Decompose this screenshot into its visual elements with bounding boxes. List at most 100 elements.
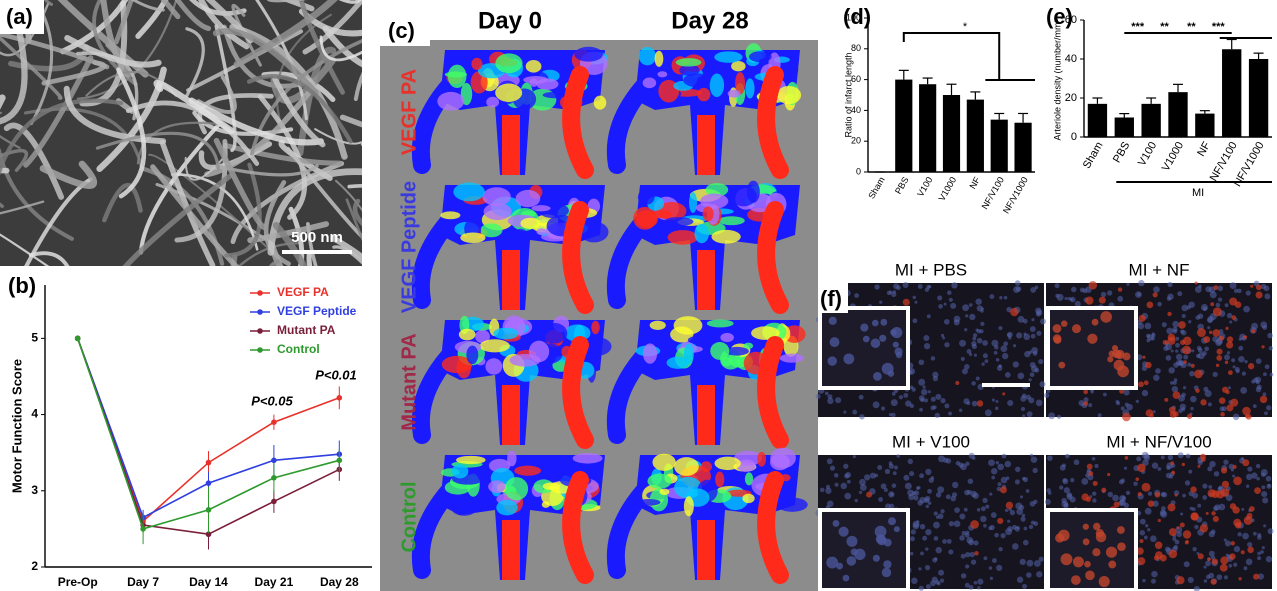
nucleus	[1194, 525, 1198, 529]
nucleus	[1218, 286, 1224, 292]
nucleus	[948, 549, 953, 554]
nucleus	[1202, 495, 1207, 500]
x-tick-label: Sham	[1081, 140, 1106, 171]
nucleus	[1124, 467, 1127, 470]
red-cell	[1211, 511, 1215, 515]
red-cell	[1249, 506, 1255, 512]
nucleus	[1015, 467, 1020, 472]
red-cell	[1220, 564, 1228, 572]
heat-spot	[638, 190, 655, 205]
red-cell	[1167, 312, 1171, 316]
nucleus	[1088, 403, 1092, 407]
y-tick-label: 5	[31, 331, 38, 345]
nucleus	[909, 471, 914, 476]
red-cell	[1212, 329, 1220, 337]
nucleus	[1180, 329, 1184, 333]
red-cell	[1182, 346, 1191, 355]
nucleus	[959, 409, 963, 413]
red-cell	[1241, 550, 1245, 554]
nucleus	[1166, 466, 1170, 470]
nucleus	[961, 573, 966, 578]
heat-spot	[594, 96, 607, 110]
nucleus	[1197, 504, 1201, 508]
nucleus	[1205, 560, 1211, 566]
heat-spot	[742, 494, 754, 504]
nucleus	[1225, 303, 1229, 307]
nucleus	[990, 577, 993, 580]
x-tick-label: NF	[967, 175, 982, 191]
heat-stem	[697, 385, 715, 445]
nucleus	[1167, 294, 1173, 300]
nucleus	[1265, 364, 1270, 369]
nucleus	[853, 455, 856, 458]
nucleus	[1023, 540, 1029, 546]
red-cell	[1256, 285, 1262, 291]
nucleus	[1188, 577, 1194, 583]
heat-stem	[502, 115, 520, 175]
heat-spot	[718, 216, 745, 225]
nucleus	[903, 282, 909, 288]
nucleus	[891, 399, 898, 406]
nucleus	[1204, 566, 1207, 569]
nucleus	[1126, 491, 1130, 495]
heat-spot	[451, 499, 478, 515]
nucleus	[1007, 520, 1010, 523]
nucleus	[972, 456, 976, 460]
fiber	[123, 272, 191, 385]
nucleus	[928, 501, 932, 505]
heat-spot	[731, 61, 745, 71]
nucleus	[1263, 372, 1267, 376]
x-tick-label: V100	[1136, 140, 1159, 168]
red-cell	[1144, 380, 1149, 385]
nucleus	[1266, 556, 1272, 562]
heat-stem	[502, 385, 520, 445]
nucleus	[1208, 402, 1212, 406]
nucleus	[927, 314, 931, 318]
nucleus	[1125, 403, 1129, 407]
nucleus	[968, 539, 974, 545]
nucleus	[1244, 360, 1247, 363]
nucleus	[969, 314, 975, 320]
red-cell	[1213, 307, 1222, 316]
nucleus	[1214, 471, 1220, 477]
nucleus	[937, 486, 944, 493]
inset-cell	[1061, 320, 1067, 326]
nucleus	[999, 296, 1002, 299]
nucleus	[1016, 332, 1022, 338]
nucleus	[971, 559, 976, 564]
nucleus	[1036, 331, 1041, 336]
nucleus	[936, 516, 939, 519]
inset-cell	[1083, 538, 1090, 545]
red-cell	[1010, 308, 1018, 316]
nucleus	[977, 508, 981, 512]
nucleus	[834, 473, 839, 478]
nucleus	[971, 341, 976, 346]
heat-spot	[509, 354, 540, 367]
red-cell	[1176, 526, 1179, 529]
y-tick-label: 0	[1071, 131, 1077, 143]
legend-label: VEGF Peptide	[277, 304, 357, 318]
nucleus	[1253, 404, 1257, 408]
nucleus	[965, 314, 968, 317]
nucleus	[1002, 353, 1008, 359]
nucleus	[1022, 514, 1026, 518]
nucleus	[1144, 455, 1150, 461]
heat-spot	[459, 329, 476, 340]
red-cell	[1219, 397, 1226, 404]
nucleus	[1064, 503, 1069, 508]
nucleus	[1262, 546, 1265, 549]
red-cell	[1200, 524, 1208, 532]
point	[271, 499, 277, 505]
nucleus	[1240, 387, 1247, 394]
heat-spot	[667, 357, 690, 369]
nucleus	[1013, 361, 1019, 367]
nucleus	[1195, 286, 1202, 293]
nucleus	[959, 535, 965, 541]
red-cell	[1231, 541, 1235, 545]
inset-cell	[1117, 526, 1125, 534]
nucleus	[1181, 393, 1185, 397]
nucleus	[1032, 468, 1037, 473]
scale-label: 500 nm	[291, 229, 343, 246]
row-label: Mutant PA	[398, 333, 420, 430]
nucleus	[899, 395, 903, 399]
